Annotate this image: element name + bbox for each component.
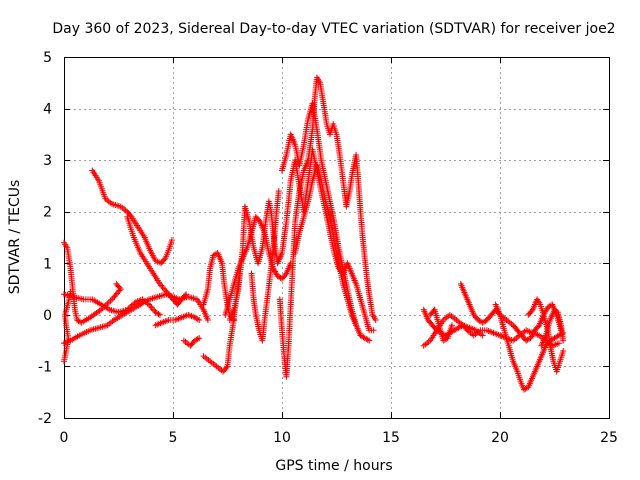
series-pass-19 — [427, 306, 455, 344]
x-tick-label: 15 — [382, 430, 400, 446]
series-pass-5 — [89, 167, 175, 267]
series-pass-13 — [248, 188, 282, 344]
series-pass-6 — [124, 213, 190, 308]
y-tick-label: -1 — [38, 359, 52, 375]
data-point — [366, 337, 373, 344]
series-pass-7 — [152, 311, 203, 329]
y-tick-label: 0 — [43, 308, 52, 324]
chart-title: Day 360 of 2023, Sidereal Day-to-day VTE… — [52, 21, 615, 37]
data-point — [555, 340, 562, 347]
series-pass-4 — [61, 288, 74, 365]
data-point — [196, 317, 203, 323]
data-point — [449, 322, 455, 329]
data-point — [353, 322, 360, 329]
series-pass-15 — [279, 100, 373, 344]
data-point — [560, 337, 567, 344]
series-pass-1 — [61, 239, 124, 326]
data-point — [168, 237, 175, 244]
series-pass-12 — [226, 146, 377, 334]
x-tick-label: 25 — [600, 430, 618, 446]
data-point — [196, 335, 203, 342]
data-point — [372, 317, 379, 323]
data-point — [131, 300, 138, 307]
x-tick-label: 20 — [491, 430, 509, 446]
data-point — [223, 364, 230, 371]
plot-frame — [64, 57, 610, 419]
y-tick-label: -2 — [38, 411, 52, 427]
data-point — [370, 327, 377, 334]
x-tick-label: 10 — [273, 430, 291, 446]
y-tick-label: 4 — [43, 102, 52, 118]
data-point — [183, 291, 190, 298]
data-point — [161, 256, 168, 263]
x-tick-label: 5 — [169, 430, 178, 446]
axis-ticks — [64, 57, 610, 419]
y-tick-label: 3 — [43, 153, 52, 169]
data-point — [275, 188, 282, 195]
data-point — [155, 311, 162, 317]
data-point — [560, 348, 567, 354]
series-pass-14 — [276, 74, 379, 380]
data-point — [67, 288, 74, 295]
data-point — [204, 317, 211, 323]
y-tick-label: 5 — [43, 50, 52, 66]
data-series — [61, 74, 567, 393]
data-point — [182, 292, 188, 299]
series-pass-21 — [492, 301, 567, 393]
series-pass-22 — [525, 296, 567, 375]
grid-lines — [64, 57, 609, 418]
series-pass-8 — [180, 335, 203, 349]
series-pass-23 — [538, 306, 567, 349]
series-pass-16 — [292, 162, 360, 329]
data-point — [113, 280, 120, 287]
data-point — [156, 311, 163, 318]
y-tick-label: 2 — [43, 205, 52, 221]
tick-labels: 0 5 10 15 20 25 -2 -1 0 1 2 3 4 5 — [38, 50, 618, 446]
data-point — [479, 332, 486, 339]
x-tick-label: 0 — [60, 430, 69, 446]
data-point — [114, 282, 121, 289]
y-axis-label: SDTVAR / TECUs — [7, 180, 23, 295]
x-axis-label: GPS time / hours — [275, 458, 392, 474]
y-tick-label: 1 — [43, 256, 52, 272]
